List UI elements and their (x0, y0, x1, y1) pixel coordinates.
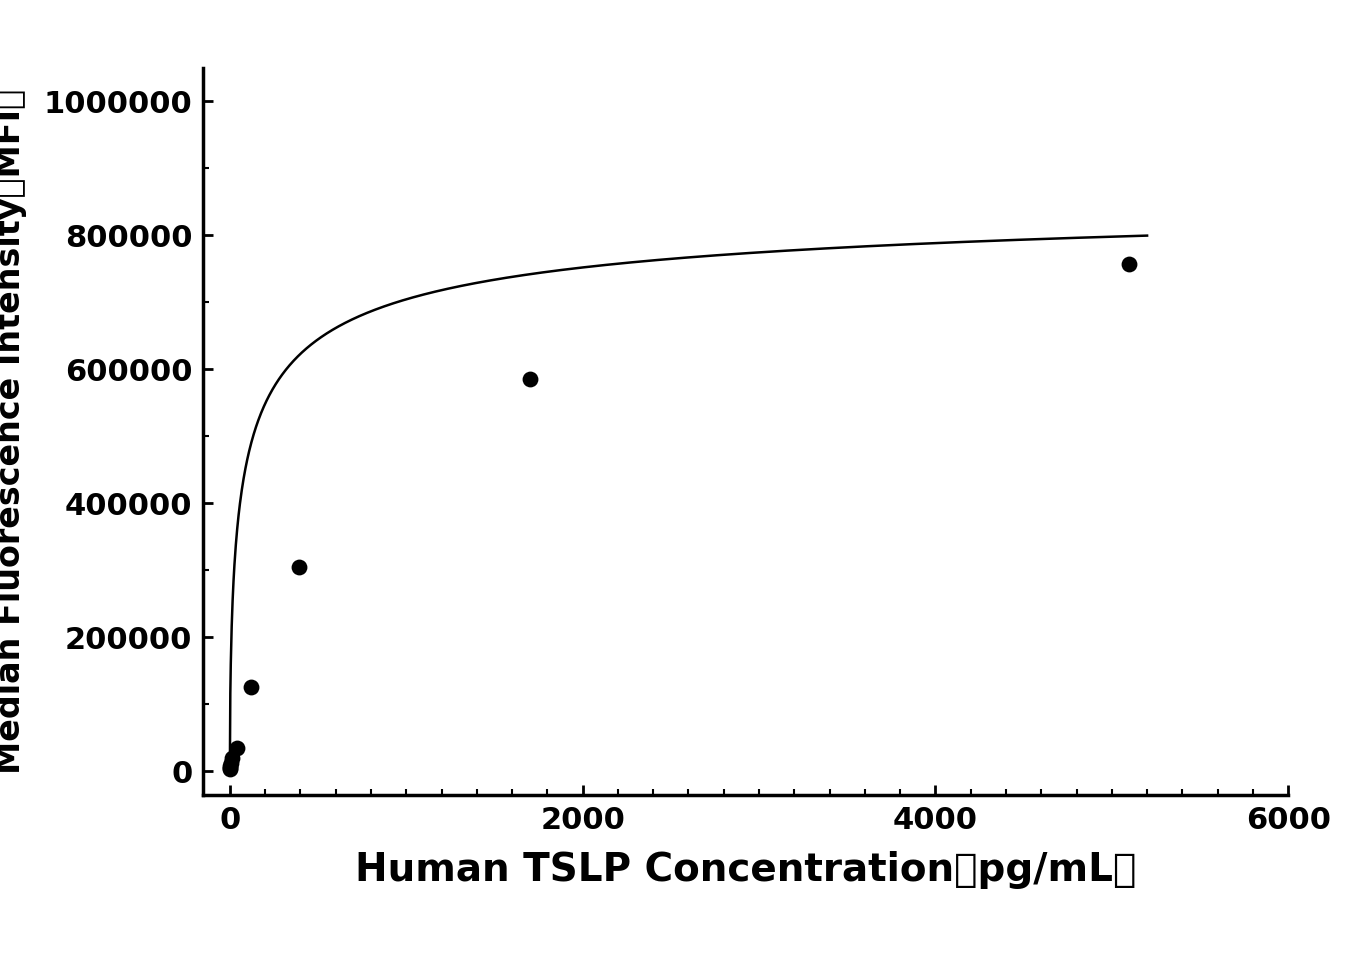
Point (220, 758, 241, 773)
Point (1119, 257, 1140, 272)
Point (287, 559, 309, 575)
Point (220, 762, 241, 777)
Point (220, 760, 241, 775)
Y-axis label: Median Fluorescence Intensity（MFI）: Median Fluorescence Intensity（MFI） (0, 88, 27, 774)
Point (220, 756, 241, 771)
Point (226, 740, 248, 756)
Point (221, 750, 243, 766)
Point (519, 371, 541, 387)
X-axis label: Human TSLP Concentration（pg/mL）: Human TSLP Concentration（pg/mL） (355, 852, 1136, 890)
Point (240, 679, 262, 695)
